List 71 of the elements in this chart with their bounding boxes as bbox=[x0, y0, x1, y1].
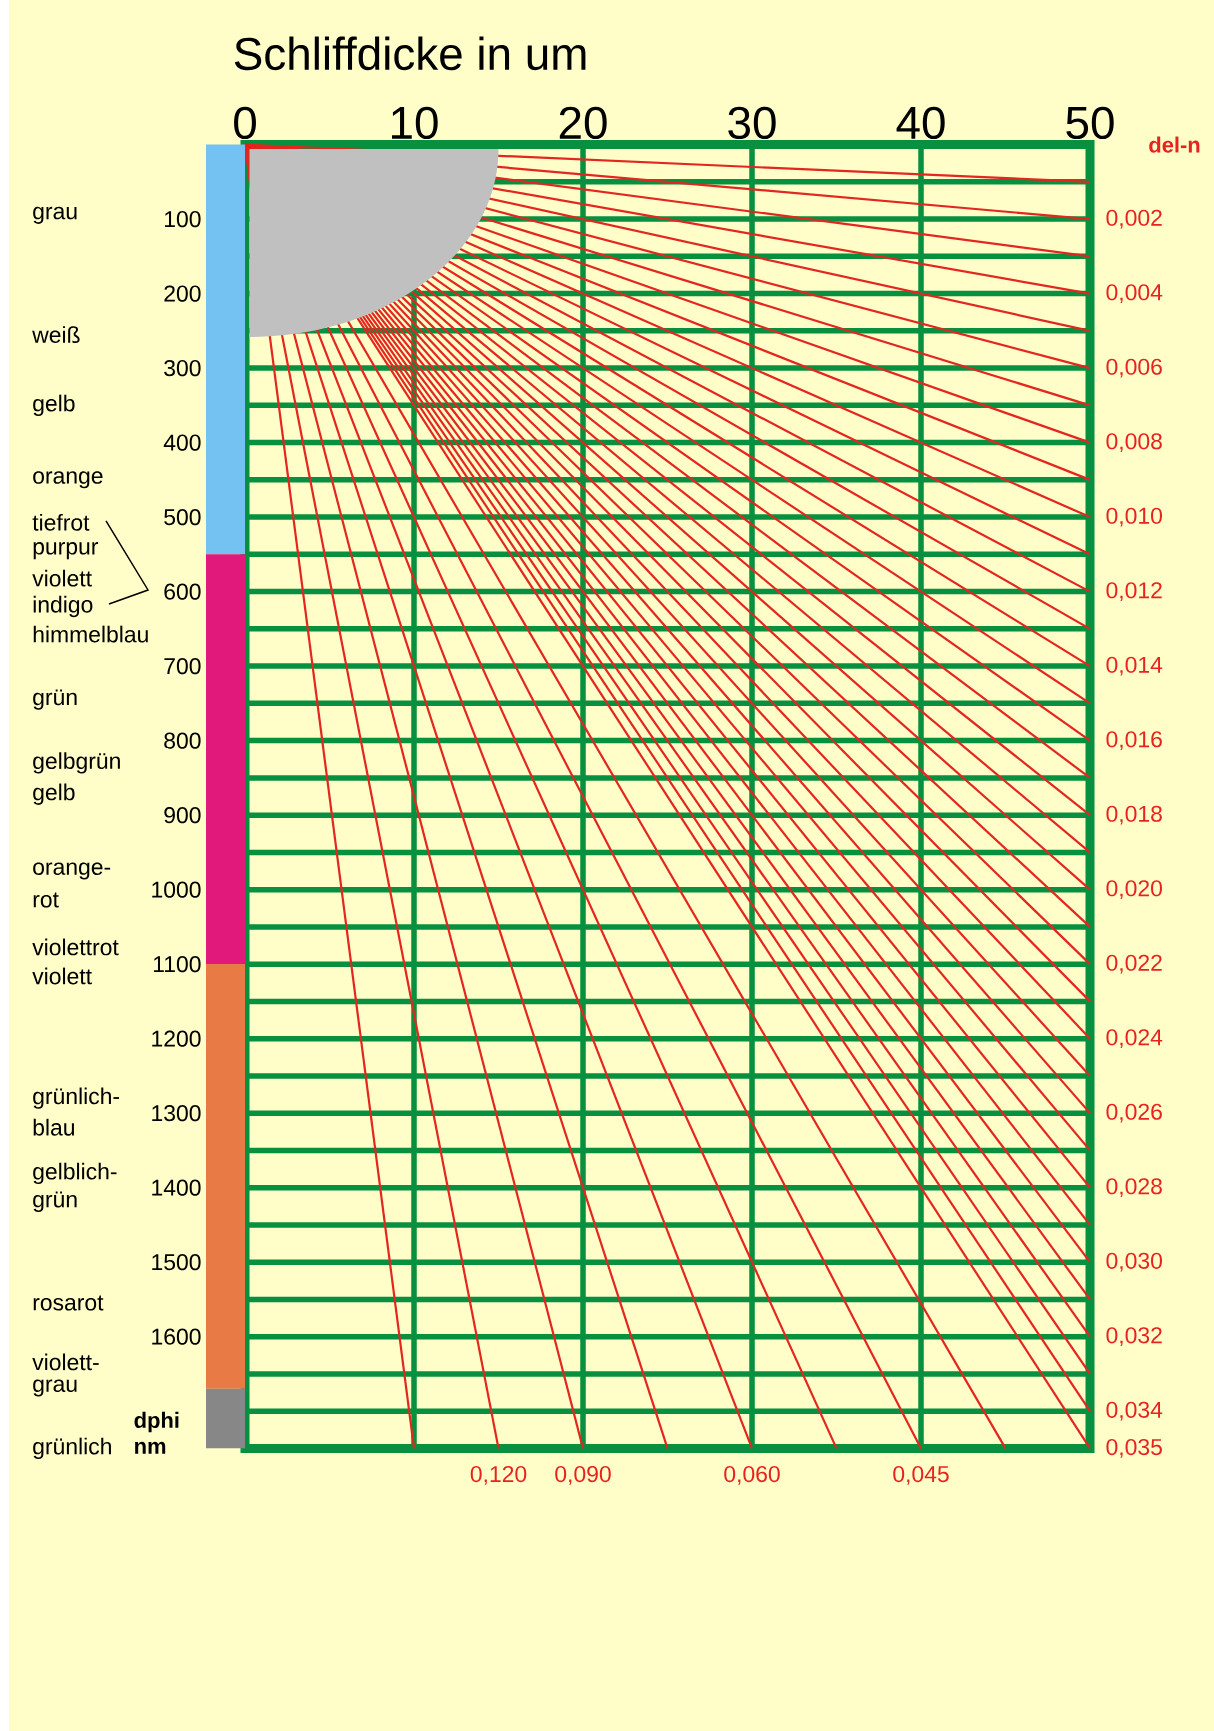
text: gelbgrün bbox=[33, 752, 120, 774]
text: grün bbox=[33, 689, 77, 710]
annotation: 0,090 bbox=[555, 1465, 611, 1485]
text: grau bbox=[33, 1379, 77, 1397]
y2-tick-label: 0,016 bbox=[1106, 731, 1162, 751]
text: indigo bbox=[33, 595, 93, 618]
y2-tick-label: 0,030 bbox=[1106, 1252, 1162, 1272]
text: violett bbox=[32, 967, 92, 985]
y-tick-label: 800 bbox=[164, 732, 201, 749]
text: orange bbox=[33, 471, 103, 489]
y2-tick-label: 0,020 bbox=[1106, 880, 1162, 900]
y2-tick-label: 0,028 bbox=[1106, 1178, 1162, 1198]
y2-tick-label: 0,010 bbox=[1106, 507, 1162, 527]
annotation: 0,045 bbox=[893, 1465, 949, 1485]
text: orange- bbox=[33, 862, 111, 880]
text: grau bbox=[33, 206, 77, 224]
text: blau bbox=[33, 1118, 74, 1136]
annotation: 0,060 bbox=[724, 1465, 780, 1485]
text: gelblich- bbox=[33, 1162, 117, 1185]
y2-tick-label: 0,022 bbox=[1106, 954, 1162, 974]
text: grün bbox=[33, 1191, 77, 1212]
y2-tick-label: 0,026 bbox=[1106, 1103, 1162, 1123]
text: violett bbox=[32, 569, 92, 587]
y2-tick-label: 0,002 bbox=[1106, 209, 1162, 229]
y-tick-label: 100 bbox=[165, 210, 201, 228]
y2-tick-label: 0,024 bbox=[1106, 1029, 1163, 1049]
y2-tick-label: 0,035 bbox=[1106, 1438, 1162, 1458]
text: weiß bbox=[32, 326, 80, 343]
x-tick-label: 0 bbox=[234, 106, 256, 140]
x-axis-title: Schliffdicke in um bbox=[234, 36, 586, 71]
y-tick-label: 300 bbox=[164, 359, 201, 377]
y-tick-label: 900 bbox=[164, 807, 201, 824]
text: tiefrot bbox=[32, 513, 90, 531]
y2-tick-label: 0,008 bbox=[1106, 433, 1162, 453]
y-axis-title: dphi nm bbox=[134, 1411, 179, 1454]
y2-tick-label: 0,018 bbox=[1106, 805, 1162, 825]
y-tick-label: 1600 bbox=[152, 1328, 201, 1345]
y-tick-label: 200 bbox=[164, 285, 201, 302]
text: violett- bbox=[32, 1353, 99, 1371]
x-tick-label: 40 bbox=[896, 106, 945, 140]
text: gelb bbox=[33, 394, 75, 417]
y-tick-label: 1400 bbox=[152, 1179, 201, 1196]
y2-tick-label: 0,014 bbox=[1106, 656, 1163, 676]
y2-tick-label: 0,004 bbox=[1106, 284, 1163, 304]
y-tick-label: 1300 bbox=[152, 1105, 201, 1122]
y-tick-label: 400 bbox=[163, 434, 201, 451]
text: violettrot bbox=[32, 938, 119, 956]
y2-tick-label: 0,032 bbox=[1106, 1327, 1162, 1347]
text: grünlich bbox=[33, 1437, 111, 1460]
y2-axis-title: del-n bbox=[1149, 136, 1200, 153]
y2-tick-label: 0,034 bbox=[1106, 1401, 1163, 1421]
x-tick-label: 20 bbox=[559, 106, 607, 140]
text: purpur bbox=[33, 542, 99, 560]
y-tick-label: 1100 bbox=[153, 956, 201, 973]
y-tick-label: 1000 bbox=[152, 881, 201, 898]
text: rosarot bbox=[33, 1295, 104, 1311]
y-tick-label: 1500 bbox=[152, 1254, 201, 1271]
text: gelb bbox=[33, 783, 75, 805]
y-tick-label: 500 bbox=[164, 509, 201, 526]
text: grünlich- bbox=[33, 1087, 120, 1109]
y-tick-label: 700 bbox=[164, 658, 201, 675]
text: rot bbox=[33, 892, 59, 908]
text: himmelblau bbox=[33, 625, 148, 643]
y2-tick-label: 0,012 bbox=[1106, 582, 1162, 602]
x-tick-label: 30 bbox=[728, 106, 776, 140]
x-tick-label: 50 bbox=[1066, 106, 1114, 140]
annotation: 0,120 bbox=[470, 1465, 527, 1485]
y-tick-label: 600 bbox=[164, 583, 201, 600]
y2-tick-label: 0,006 bbox=[1106, 358, 1162, 378]
y-tick-label: 1200 bbox=[152, 1030, 201, 1047]
x-tick-label: 10 bbox=[392, 106, 438, 140]
